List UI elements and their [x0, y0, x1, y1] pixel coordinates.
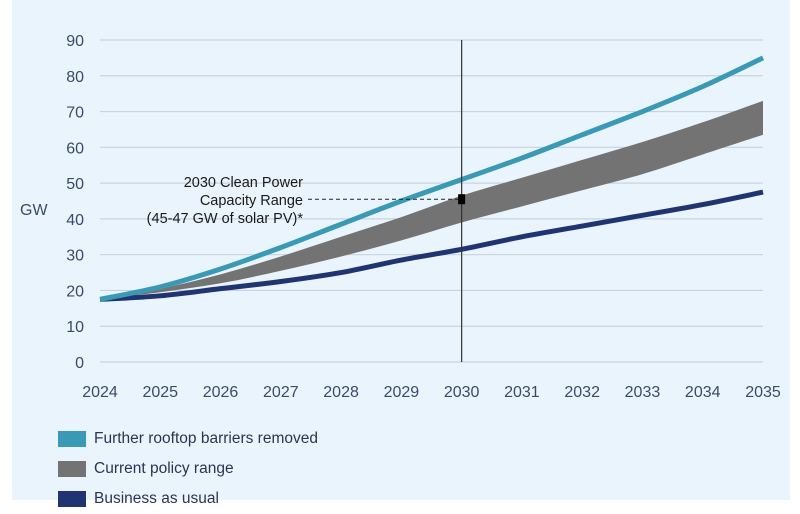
line-further-rooftop-barriers-removed [99, 55, 765, 302]
legend-label: Further rooftop barriers removed [94, 430, 318, 447]
x-tick-label: 2029 [384, 384, 420, 401]
x-tick-label: 2033 [625, 384, 661, 401]
y-tick-label: 70 [66, 105, 84, 122]
series-group [99, 40, 765, 362]
y-tick-label: 50 [66, 176, 84, 193]
legend-label: Business as usual [94, 490, 219, 507]
annotation-marker [458, 194, 466, 205]
x-tick-label: 2027 [263, 384, 299, 401]
legend-label: Current policy range [94, 460, 234, 477]
y-tick-label: 20 [66, 283, 84, 300]
y-tick-label: 30 [66, 248, 84, 265]
x-tick-label: 2034 [685, 384, 721, 401]
legend-swatch [58, 431, 86, 447]
y-tick-label: 80 [66, 69, 84, 86]
annotation-line-2: Capacity Range [200, 193, 303, 209]
annotation: 2030 Clean Power Capacity Range (45-47 G… [147, 175, 304, 227]
legend: Further rooftop barriers removed Current… [58, 424, 318, 514]
legend-item-rooftop: Further rooftop barriers removed [58, 424, 318, 454]
x-tick-label: 2030 [444, 384, 480, 401]
y-axis-label: GW [20, 202, 48, 219]
y-tick-label: 90 [66, 33, 84, 50]
y-tick-label: 10 [66, 319, 84, 336]
x-tick-label: 2025 [142, 384, 178, 401]
legend-swatch [58, 491, 86, 507]
legend-item-policy: Current policy range [58, 454, 318, 484]
annotation-line-3: (45-47 GW of solar PV)* [147, 211, 304, 227]
y-tick-label: 40 [66, 212, 84, 229]
x-tick-label: 2028 [323, 384, 359, 401]
y-tick-label: 60 [66, 140, 84, 157]
chart-container: 0 10 20 30 40 50 60 70 80 90 2024 2025 2026 2027 2028… [12, 0, 790, 507]
y-tick-label: 0 [75, 355, 84, 372]
x-tick-label: 2032 [564, 384, 600, 401]
line-business-as-usual [99, 189, 764, 302]
y-tick-labels: 0 10 20 30 40 50 60 70 80 90 [66, 33, 84, 372]
x-tick-label: 2035 [745, 384, 781, 401]
x-tick-label: 2024 [82, 384, 118, 401]
legend-item-bau: Business as usual [58, 484, 318, 514]
legend-swatch [58, 461, 86, 477]
annotation-line-1: 2030 Clean Power [184, 175, 303, 191]
x-tick-label: 2031 [504, 384, 540, 401]
x-tick-labels: 2024 2025 2026 2027 2028 2029 2030 2031 2032 2033… [82, 384, 781, 401]
x-tick-label: 2026 [203, 384, 239, 401]
